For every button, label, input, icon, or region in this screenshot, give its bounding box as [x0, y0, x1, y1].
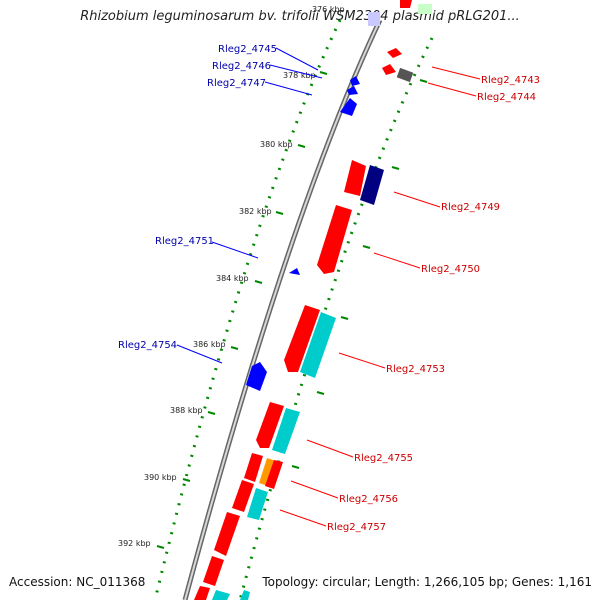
gene-red-4756a-arrow — [244, 453, 263, 482]
gene-rleg2-4745-arrow — [350, 76, 360, 86]
gene-rleg2-4751-arrow — [289, 268, 300, 275]
gene-box-faint-green — [418, 4, 432, 14]
gene-rleg2-4754-arrow — [246, 362, 267, 391]
gene-red-lower-1-arrow — [214, 512, 240, 556]
gene-red-lower-3-arrow — [194, 586, 210, 600]
gene-cyan-lower-2-arrow — [240, 590, 250, 600]
gene-rleg2-4744-box — [396, 67, 414, 83]
gene-label-rleg2-4755: Rleg2_4755 — [354, 453, 413, 464]
map-title: Rhizobium leguminosarum bv. trifolii WSM… — [80, 9, 520, 24]
gene-rleg2-4749-arrow — [360, 165, 384, 205]
gene-red-4756b-arrow — [265, 460, 283, 489]
gene-label-rleg2-4744: Rleg2_4744 — [477, 92, 536, 103]
gene-cyan-lower-arrow — [212, 590, 230, 600]
gene-label-rleg2-4756: Rleg2_4756 — [339, 494, 398, 505]
tick-label-376: 376 kbp — [312, 5, 345, 14]
inner-tick-ring — [153, 19, 342, 600]
gene-label-rleg2-4754: Rleg2_4754 — [118, 340, 177, 351]
gene-label-rleg2-4750: Rleg2_4750 — [421, 264, 480, 275]
gene-label-rleg2-4753: Rleg2_4753 — [386, 364, 445, 375]
gene-label-rleg2-4747: Rleg2_4747 — [207, 78, 266, 89]
gene-rleg2-4743-arrow — [387, 48, 402, 58]
gene-labels: Rleg2_4745 Rleg2_4746 Rleg2_4747 Rleg2_4… — [118, 44, 540, 533]
gene-label-rleg2-4746: Rleg2_4746 — [212, 61, 271, 72]
tick-label-392: 392 kbp — [118, 539, 151, 548]
gene-rleg2-4750-arrow — [317, 205, 352, 274]
gene-rleg2-4753-arrow — [300, 312, 336, 378]
gene-red-4757a-arrow — [232, 480, 254, 512]
gene-label-rleg2-4745: Rleg2_4745 — [218, 44, 277, 55]
gene-label-rleg2-4757: Rleg2_4757 — [327, 522, 386, 533]
gene-red-4752-arrow — [284, 305, 320, 372]
tick-label-384: 384 kbp — [216, 274, 249, 283]
gene-label-rleg2-4743: Rleg2_4743 — [481, 75, 540, 86]
tick-label-378: 378 kbp — [283, 71, 316, 80]
tick-label-380: 380 kbp — [260, 140, 293, 149]
gene-box-faint-blue — [368, 12, 380, 26]
gene-label-rleg2-4749: Rleg2_4749 — [441, 202, 500, 213]
gene-rleg2-4756-arrow — [259, 458, 276, 486]
gene-arrow-top-red — [400, 0, 412, 8]
tick-labels: 376 kbp 378 kbp 380 kbp 382 kbp 384 kbp … — [118, 5, 345, 548]
gene-rleg2-4747-arrow — [340, 98, 357, 116]
gene-rleg2-4755-arrow — [272, 408, 300, 454]
accession-text: Accession: NC_011368 — [9, 575, 146, 589]
tick-label-390: 390 kbp — [144, 473, 177, 482]
gene-rleg2-4757-arrow — [247, 488, 268, 520]
outer-tick-ring — [238, 37, 434, 600]
tick-label-388: 388 kbp — [170, 406, 203, 415]
leader-lines-forward — [279, 66, 481, 527]
gene-red-4754b-arrow — [256, 402, 284, 448]
gene-red-lower-2-arrow — [203, 556, 224, 586]
gene-rleg2-4746-arrow — [347, 86, 358, 95]
gene-rleg2-4743b-arrow — [382, 64, 396, 75]
leader-lines-reverse — [176, 47, 323, 364]
tick-label-382: 382 kbp — [239, 207, 272, 216]
tick-label-386: 386 kbp — [193, 340, 226, 349]
gene-rleg2-4749-left-arrow — [344, 160, 366, 196]
gene-label-rleg2-4751: Rleg2_4751 — [155, 236, 214, 247]
tick-marks — [156, 71, 428, 549]
summary-text: Topology: circular; Length: 1,266,105 bp… — [262, 575, 592, 589]
